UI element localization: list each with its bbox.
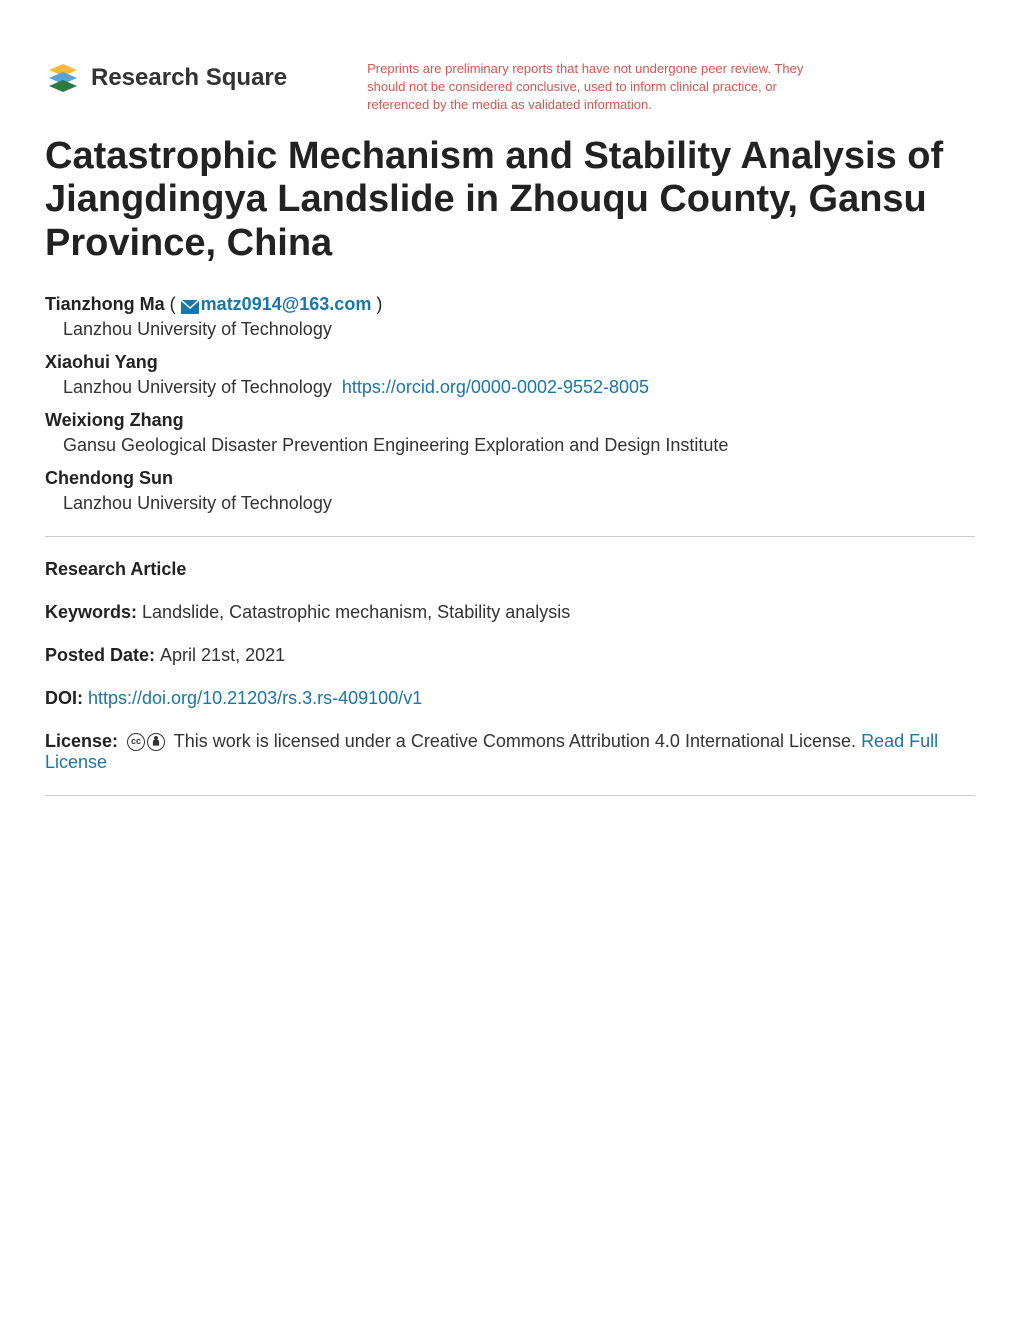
author-paren-open: ( bbox=[165, 294, 181, 314]
author-block: Xiaohui Yang Lanzhou University of Techno… bbox=[45, 352, 975, 398]
license-row: License: cc This work is licensed under … bbox=[45, 731, 975, 773]
keywords-label: Keywords: bbox=[45, 602, 142, 622]
affiliation-text: Lanzhou University of Technology bbox=[63, 377, 332, 397]
author-block: Tianzhong Ma ( matz0914@163.com ) Lanzhou… bbox=[45, 294, 975, 340]
article-type-label: Research Article bbox=[45, 559, 186, 579]
logo-text-bold: Research bbox=[91, 64, 199, 91]
doi-label: DOI: bbox=[45, 688, 88, 708]
divider-bottom bbox=[45, 795, 975, 796]
license-label: License: bbox=[45, 731, 123, 751]
author-affiliation: Lanzhou University of Technology https://… bbox=[63, 377, 975, 398]
paper-title: Catastrophic Mechanism and Stability Ana… bbox=[45, 135, 975, 266]
posted-date-row: Posted Date: April 21st, 2021 bbox=[45, 645, 975, 666]
by-icon bbox=[147, 733, 165, 751]
author-name: Chendong Sun bbox=[45, 468, 173, 488]
keywords-value: Landslide, Catastrophic mechanism, Stabi… bbox=[142, 602, 570, 622]
license-icons: cc bbox=[127, 733, 165, 751]
author-name-line: Chendong Sun bbox=[45, 468, 975, 489]
author-affiliation: Lanzhou University of Technology bbox=[63, 319, 975, 340]
author-name: Weixiong Zhang bbox=[45, 410, 184, 430]
logo-icon bbox=[45, 60, 81, 96]
doi-link[interactable]: https://doi.org/10.21203/rs.3.rs-409100/… bbox=[88, 688, 422, 708]
disclaimer-text: Preprints are preliminary reports that h… bbox=[367, 60, 817, 115]
author-name-line: Xiaohui Yang bbox=[45, 352, 975, 373]
posted-date-value: April 21st, 2021 bbox=[160, 645, 285, 665]
author-paren-close: ) bbox=[371, 294, 382, 314]
author-name-line: Weixiong Zhang bbox=[45, 410, 975, 431]
affiliation-text: Lanzhou University of Technology bbox=[63, 319, 332, 339]
cc-icon: cc bbox=[127, 733, 145, 751]
logo: Research Square bbox=[45, 60, 287, 96]
author-block: Weixiong Zhang Gansu Geological Disaster … bbox=[45, 410, 975, 456]
author-email-link[interactable]: matz0914@163.com bbox=[201, 294, 372, 314]
author-name-line: Tianzhong Ma ( matz0914@163.com ) bbox=[45, 294, 975, 315]
email-icon bbox=[181, 298, 199, 312]
page-header: Research Square Preprints are preliminar… bbox=[45, 60, 975, 115]
authors-section: Tianzhong Ma ( matz0914@163.com ) Lanzhou… bbox=[45, 294, 975, 514]
author-affiliation: Lanzhou University of Technology bbox=[63, 493, 975, 514]
logo-text-regular: Square bbox=[199, 64, 287, 91]
keywords-row: Keywords: Landslide, Catastrophic mechan… bbox=[45, 602, 975, 623]
affiliation-text: Gansu Geological Disaster Prevention Eng… bbox=[63, 435, 728, 455]
author-name: Xiaohui Yang bbox=[45, 352, 158, 372]
author-affiliation: Gansu Geological Disaster Prevention Eng… bbox=[63, 435, 975, 456]
affiliation-text: Lanzhou University of Technology bbox=[63, 493, 332, 513]
license-text: This work is licensed under a Creative C… bbox=[174, 731, 861, 751]
divider bbox=[45, 536, 975, 537]
orcid-link[interactable]: https://orcid.org/0000-0002-9552-8005 bbox=[342, 377, 649, 397]
logo-text: Research Square bbox=[91, 64, 287, 92]
doi-row: DOI: https://doi.org/10.21203/rs.3.rs-40… bbox=[45, 688, 975, 709]
author-block: Chendong Sun Lanzhou University of Techno… bbox=[45, 468, 975, 514]
posted-date-label: Posted Date: bbox=[45, 645, 160, 665]
author-name: Tianzhong Ma bbox=[45, 294, 165, 314]
article-type: Research Article bbox=[45, 559, 975, 580]
